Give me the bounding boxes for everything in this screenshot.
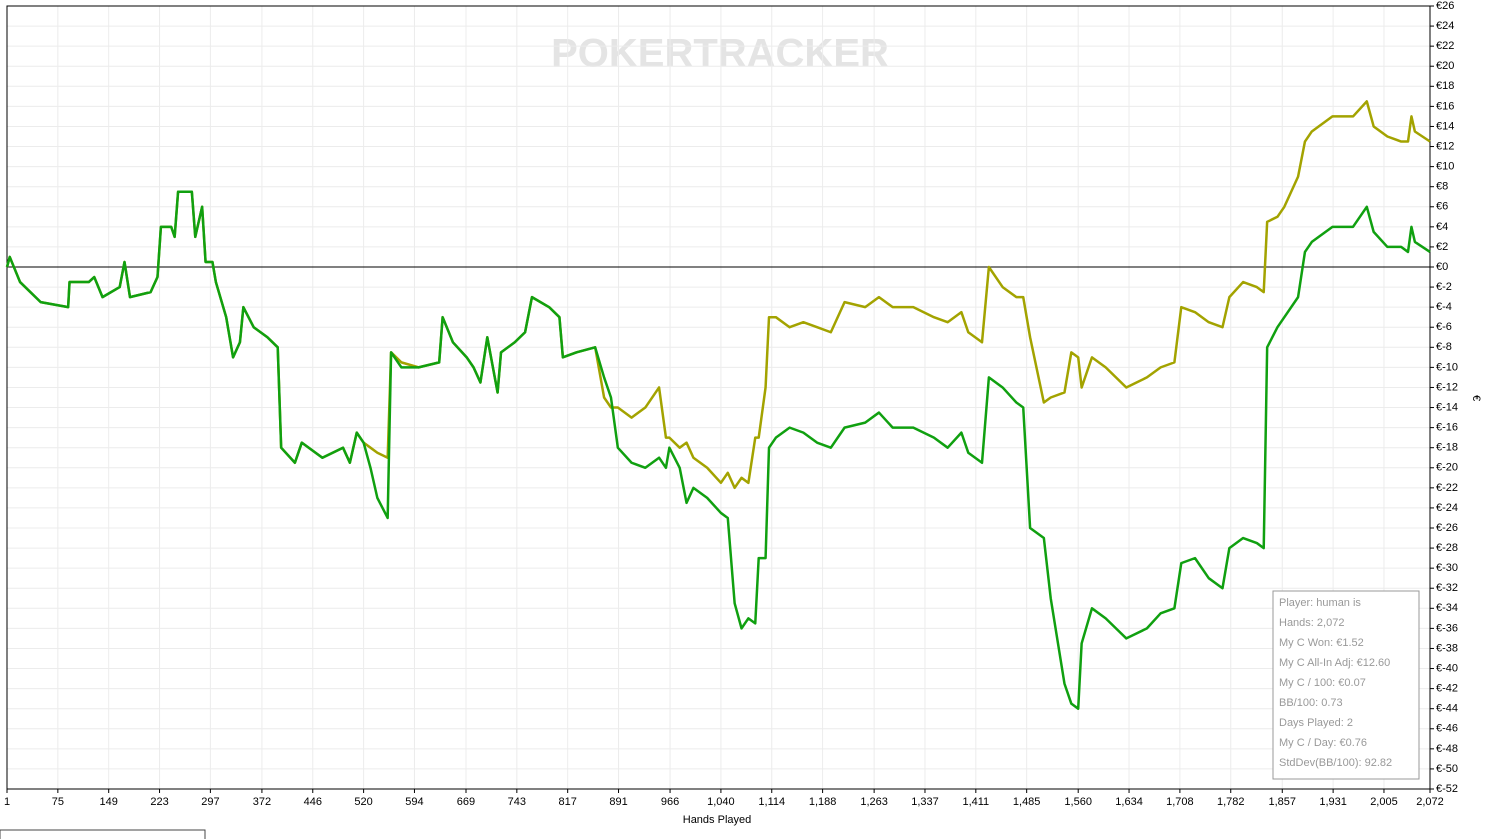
info-line: My C All-In Adj: €12.60 (1279, 657, 1390, 669)
x-tick-label: 75 (52, 796, 64, 808)
x-tick-label: 1,263 (860, 796, 888, 808)
y-tick-label: €8 (1436, 181, 1448, 193)
x-tick-label: 223 (150, 796, 168, 808)
y-tick-label: €-24 (1436, 502, 1458, 514)
y-tick-label: €-48 (1436, 743, 1458, 755)
y-tick-label: €6 (1436, 201, 1448, 213)
y-tick-label: €-38 (1436, 642, 1458, 654)
y-tick-label: €-14 (1436, 401, 1458, 413)
x-tick-label: 297 (201, 796, 219, 808)
y-tick-label: €-52 (1436, 783, 1458, 795)
watermark: POKERTRACKER (551, 32, 889, 76)
y-tick-label: €24 (1436, 20, 1454, 32)
y-tick-label: €-16 (1436, 422, 1458, 434)
x-tick-label: 446 (304, 796, 322, 808)
x-tick-label: 1,708 (1166, 796, 1194, 808)
y-tick-label: €-36 (1436, 622, 1458, 634)
y-tick-label: €16 (1436, 100, 1454, 112)
y-tick-label: €-30 (1436, 562, 1458, 574)
x-tick-label: 1,337 (911, 796, 939, 808)
x-tick-label: 149 (100, 796, 118, 808)
y-tick-label: €-46 (1436, 723, 1458, 735)
x-tick-label: 1,634 (1115, 796, 1143, 808)
x-tick-label: 520 (354, 796, 372, 808)
x-tick-label: 2,072 (1416, 796, 1444, 808)
x-tick-label: 669 (457, 796, 475, 808)
y-tick-label: €-6 (1436, 321, 1452, 333)
x-tick-label: 1,931 (1319, 796, 1347, 808)
info-line: StdDev(BB/100): 92.82 (1279, 757, 1392, 769)
x-tick-label: 1,411 (962, 796, 989, 808)
y-tick-label: €-18 (1436, 442, 1458, 454)
y-tick-label: €-42 (1436, 683, 1458, 695)
x-tick-label: 1,485 (1013, 796, 1041, 808)
y-tick-label: €-20 (1436, 462, 1458, 474)
y-tick-label: €-34 (1436, 602, 1458, 614)
y-tick-label: €-22 (1436, 482, 1458, 494)
y-tick-label: €10 (1436, 161, 1454, 173)
info-line: My C Won: €1.52 (1279, 637, 1364, 649)
x-tick-label: 743 (508, 796, 526, 808)
info-line: Player: human is (1279, 597, 1361, 609)
y-tick-label: €-12 (1436, 381, 1458, 393)
x-tick-label: 966 (661, 796, 679, 808)
y-tick-label: €12 (1436, 140, 1454, 152)
y-tick-label: €-40 (1436, 662, 1458, 674)
info-line: BB/100: 0.73 (1279, 697, 1343, 709)
y-tick-label: €-28 (1436, 542, 1458, 554)
plot-frame (6, 5, 1431, 790)
x-tick-label: 1,857 (1269, 796, 1297, 808)
y-tick-label: €4 (1436, 221, 1448, 233)
x-tick-label: 891 (609, 796, 627, 808)
y-tick-label: €20 (1436, 60, 1454, 72)
x-tick-label: 594 (405, 796, 423, 808)
x-tick-label: 817 (559, 796, 577, 808)
y-axis-label: € (1470, 395, 1482, 401)
info-line: My C / Day: €0.76 (1279, 737, 1367, 749)
series-line (5, 190, 1431, 710)
y-tick-label: €-10 (1436, 361, 1458, 373)
y-tick-label: €2 (1436, 241, 1448, 253)
y-tick-label: €0 (1436, 261, 1448, 273)
x-axis-label: Hands Played (683, 814, 752, 826)
info-line: My C / 100: €0.07 (1279, 677, 1366, 689)
y-tick-label: €-32 (1436, 582, 1458, 594)
x-tick-label: 1,040 (707, 796, 735, 808)
y-tick-label: €-2 (1436, 281, 1452, 293)
info-line: Days Played: 2 (1279, 717, 1353, 729)
info-box: Player: human is Hands: 2,072 My C Won: €1… (1272, 590, 1420, 780)
y-tick-label: €-4 (1436, 301, 1452, 313)
x-tick-label: 1 (4, 796, 10, 808)
x-tick-label: 1,188 (809, 796, 837, 808)
y-tick-label: €-8 (1436, 341, 1452, 353)
y-tick-label: €-50 (1436, 763, 1458, 775)
y-tick-label: €-26 (1436, 522, 1458, 534)
info-box-frame (1272, 590, 1420, 780)
y-tick-label: €-44 (1436, 703, 1458, 715)
x-tick-label: 1,782 (1217, 796, 1245, 808)
y-tick-label: €22 (1436, 40, 1454, 52)
x-tick-label: 1,114 (758, 796, 785, 808)
x-tick-label: 372 (253, 796, 271, 808)
y-tick-label: €26 (1436, 0, 1454, 12)
x-tick-label: 2,005 (1370, 796, 1398, 808)
y-tick-label: €14 (1436, 120, 1454, 132)
y-tick-label: €18 (1436, 80, 1454, 92)
x-tick-label: 1,560 (1064, 796, 1092, 808)
info-line: Hands: 2,072 (1279, 617, 1344, 629)
bottom-panel (0, 829, 206, 839)
